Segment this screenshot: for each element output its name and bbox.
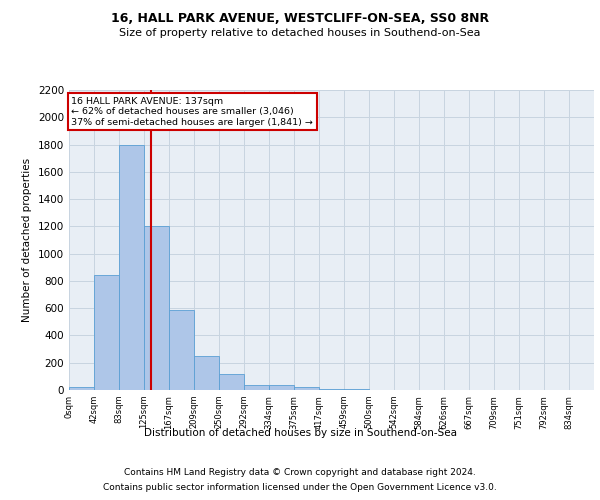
Bar [69, 388, 94, 390]
Bar [244, 384, 269, 390]
Y-axis label: Number of detached properties: Number of detached properties [22, 158, 32, 322]
Bar [94, 276, 119, 390]
Text: 16 HALL PARK AVENUE: 137sqm
← 62% of detached houses are smaller (3,046)
37% of : 16 HALL PARK AVENUE: 137sqm ← 62% of det… [71, 97, 313, 126]
Bar [294, 386, 319, 390]
Text: Size of property relative to detached houses in Southend-on-Sea: Size of property relative to detached ho… [119, 28, 481, 38]
Bar [144, 226, 169, 390]
Bar [169, 310, 194, 390]
Bar [219, 374, 244, 390]
Text: Distribution of detached houses by size in Southend-on-Sea: Distribution of detached houses by size … [143, 428, 457, 438]
Bar [269, 384, 294, 390]
Text: Contains public sector information licensed under the Open Government Licence v3: Contains public sector information licen… [103, 483, 497, 492]
Text: Contains HM Land Registry data © Crown copyright and database right 2024.: Contains HM Land Registry data © Crown c… [124, 468, 476, 477]
Bar [319, 388, 344, 390]
Text: 16, HALL PARK AVENUE, WESTCLIFF-ON-SEA, SS0 8NR: 16, HALL PARK AVENUE, WESTCLIFF-ON-SEA, … [111, 12, 489, 26]
Bar [119, 144, 144, 390]
Bar [194, 356, 219, 390]
